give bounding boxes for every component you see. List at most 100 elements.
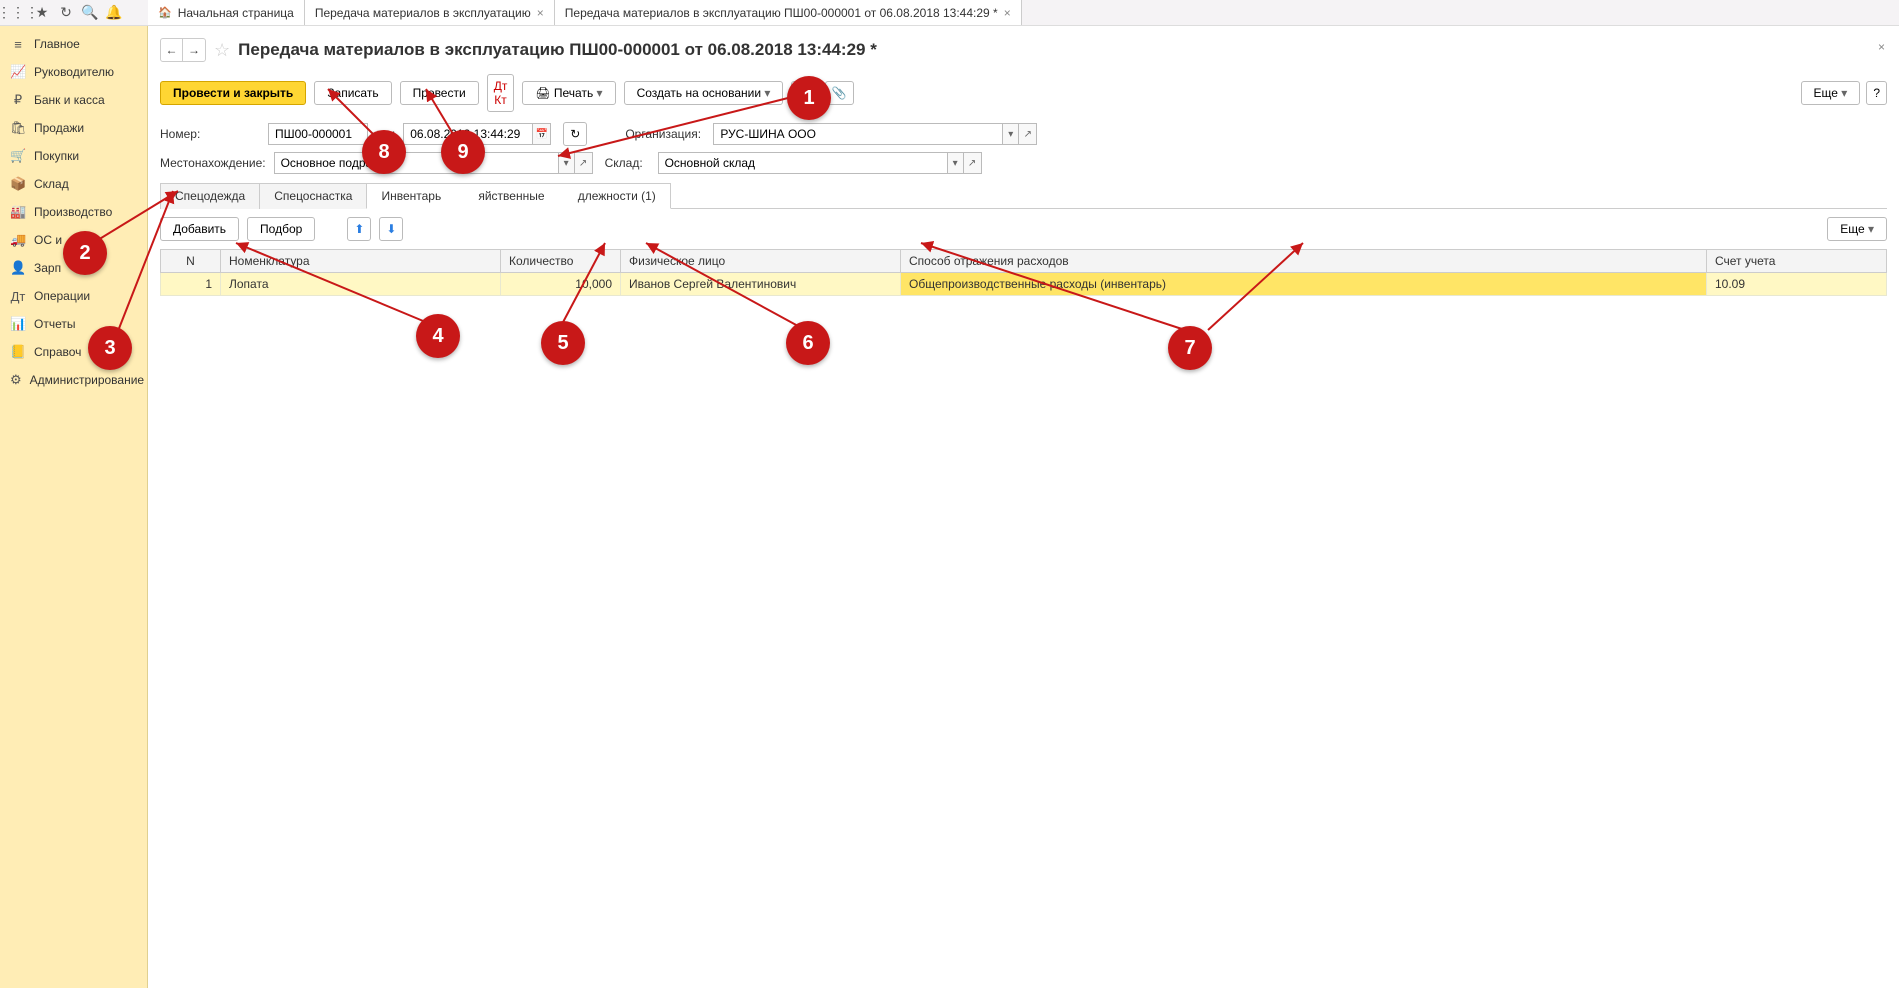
tab-spetsosnastka[interactable]: Спецоснастка bbox=[259, 183, 367, 209]
tab-label: Начальная страница bbox=[178, 6, 294, 20]
nav-icon: ⚙ bbox=[10, 372, 22, 388]
table-row[interactable]: 1 Лопата 10,000 Иванов Сергей Валентинов… bbox=[161, 273, 1887, 296]
post-and-close-button[interactable]: Провести и закрыть bbox=[160, 81, 306, 105]
nav-label: Продажи bbox=[34, 121, 84, 135]
help-button[interactable]: ? bbox=[1866, 81, 1887, 105]
col-n[interactable]: N bbox=[161, 250, 221, 273]
col-expense[interactable]: Способ отражения расходов bbox=[901, 250, 1707, 273]
cell-n[interactable]: 1 bbox=[161, 273, 221, 296]
location-field: ▾ ↗ bbox=[274, 152, 593, 174]
calendar-icon[interactable]: 📅 bbox=[533, 123, 551, 145]
open-icon[interactable]: ↗ bbox=[1019, 123, 1037, 145]
dt-kt-icon[interactable]: ДтКт bbox=[487, 74, 515, 112]
close-document-icon[interactable]: × bbox=[1878, 40, 1885, 54]
nav-icon: 📦 bbox=[10, 176, 26, 192]
sidebar-item-6[interactable]: 🏭Производство bbox=[0, 198, 147, 226]
nav-icon: 📈 bbox=[10, 64, 26, 80]
annotation-marker-7: 7 bbox=[1168, 326, 1212, 370]
bell-icon[interactable]: 🔔 bbox=[102, 1, 126, 25]
number-label: Номер: bbox=[160, 127, 260, 141]
tab-doc-list[interactable]: Передача материалов в эксплуатацию × bbox=[305, 0, 555, 25]
sidebar-item-9[interactable]: Дт Операции bbox=[0, 282, 147, 310]
back-button[interactable]: ← bbox=[161, 39, 183, 61]
close-icon[interactable]: × bbox=[1004, 6, 1011, 20]
pick-button[interactable]: Подбор bbox=[247, 217, 315, 241]
favorite-star-icon[interactable]: ☆ bbox=[214, 40, 230, 61]
nav-icon: Дт bbox=[10, 289, 26, 304]
sidebar-item-3[interactable]: 🛍 Продажи bbox=[0, 114, 147, 142]
cell-nomenclature[interactable]: Лопата bbox=[221, 273, 501, 296]
nav-label: Банк и касса bbox=[34, 93, 105, 107]
dropdown-icon[interactable]: ▾ bbox=[559, 152, 575, 174]
sidebar-item-4[interactable]: 🛒Покупки bbox=[0, 142, 147, 170]
warehouse-input[interactable] bbox=[658, 152, 948, 174]
annotation-marker-8: 8 bbox=[362, 130, 406, 174]
more-button[interactable]: Еще bbox=[1801, 81, 1861, 105]
tab-label: Передача материалов в эксплуатацию bbox=[315, 6, 531, 20]
save-button[interactable]: Записать bbox=[314, 81, 391, 105]
move-up-button[interactable]: ⬆ bbox=[347, 217, 371, 241]
tab-home[interactable]: Начальная страница bbox=[148, 0, 305, 25]
star-icon[interactable]: ★ bbox=[30, 1, 54, 25]
add-button[interactable]: Добавить bbox=[160, 217, 239, 241]
history-icon[interactable]: ↻ bbox=[54, 1, 78, 25]
dropdown-icon[interactable]: ▾ bbox=[948, 152, 964, 174]
table-toolbar: Добавить Подбор ⬆ ⬇ Еще bbox=[160, 217, 1887, 241]
tabs-bar: Начальная страница Передача материалов в… bbox=[148, 0, 1899, 26]
tab-inventar[interactable]: Инвентарьхозяйсяйственныепринадлежности … bbox=[366, 183, 670, 209]
nav-label: Справоч bbox=[34, 345, 81, 359]
nav-label: Склад bbox=[34, 177, 69, 191]
location-label: Местонахождение: bbox=[160, 156, 266, 170]
search-icon[interactable]: 🔍 bbox=[78, 1, 102, 25]
nav-label: Отчеты bbox=[34, 317, 75, 331]
print-label: Печать bbox=[554, 86, 593, 100]
col-person[interactable]: Физическое лицо bbox=[621, 250, 901, 273]
close-icon[interactable]: × bbox=[537, 6, 544, 20]
nav-icon: 📒 bbox=[10, 344, 26, 360]
create-based-button[interactable]: Создать на основании bbox=[624, 81, 784, 105]
org-input[interactable] bbox=[713, 123, 1003, 145]
toolbar: Провести и закрыть Записать Провести ДтК… bbox=[160, 74, 1887, 112]
nav-label: Операции bbox=[34, 289, 90, 303]
open-icon[interactable]: ↗ bbox=[575, 152, 593, 174]
print-button[interactable]: 🖨 Печать bbox=[522, 81, 615, 105]
post-button[interactable]: Провести bbox=[400, 81, 479, 105]
nav-label: Руководителю bbox=[34, 65, 114, 79]
nav-icon: 🛍 bbox=[10, 120, 26, 136]
sidebar-item-1[interactable]: 📈 Руководителю bbox=[0, 58, 147, 86]
nav-label: ОС и bbox=[34, 233, 62, 247]
location-input[interactable] bbox=[274, 152, 559, 174]
cell-person[interactable]: Иванов Сергей Валентинович bbox=[621, 273, 901, 296]
main-content: ← → ☆ Передача материалов в эксплуатацию… bbox=[148, 26, 1899, 988]
open-icon[interactable]: ↗ bbox=[964, 152, 982, 174]
col-nomenclature[interactable]: Номенклатура bbox=[221, 250, 501, 273]
nav-icon: ≡ bbox=[10, 37, 26, 52]
nav-label: Покупки bbox=[34, 149, 79, 163]
apps-icon[interactable]: ⋮⋮⋮ bbox=[6, 1, 30, 25]
cell-quantity[interactable]: 10,000 bbox=[501, 273, 621, 296]
sidebar: ≡ Главное 📈 Руководителю ₽ Банк и касса 🛍 Прода… bbox=[0, 26, 148, 988]
cell-account[interactable]: 10.09 bbox=[1707, 273, 1887, 296]
sidebar-item-5[interactable]: 📦 Склад bbox=[0, 170, 147, 198]
cell-expense[interactable]: Общепроизводственные расходы (инвентарь) bbox=[901, 273, 1707, 296]
refresh-icon[interactable]: ↻ bbox=[563, 122, 587, 146]
nav-label: Главное bbox=[34, 37, 80, 51]
annotation-marker-4: 4 bbox=[416, 314, 460, 358]
tab-doc-current[interactable]: Передача материалов в эксплуатацию ПШ00-… bbox=[555, 0, 1022, 25]
annotation-marker-9: 9 bbox=[441, 130, 485, 174]
sidebar-item-0[interactable]: ≡ Главное bbox=[0, 30, 147, 58]
number-input[interactable] bbox=[268, 123, 368, 145]
move-down-button[interactable]: ⬇ bbox=[379, 217, 403, 241]
dropdown-icon[interactable]: ▾ bbox=[1003, 123, 1019, 145]
nav-label: Администрирование bbox=[30, 373, 144, 387]
sidebar-item-2[interactable]: ₽ Банк и касса bbox=[0, 86, 147, 114]
tab-label: Передача материалов в эксплуатацию ПШ00-… bbox=[565, 6, 998, 20]
nav-icon: ₽ bbox=[10, 92, 26, 108]
tab-spetsodezhda[interactable]: Спецодежда bbox=[160, 183, 260, 209]
col-account[interactable]: Счет учета bbox=[1707, 250, 1887, 273]
table-more-button[interactable]: Еще bbox=[1827, 217, 1887, 241]
data-grid: N Номенклатура Количество Физическое лиц… bbox=[160, 249, 1887, 296]
sidebar-item-12[interactable]: ⚙ Администрирование bbox=[0, 366, 147, 394]
col-quantity[interactable]: Количество bbox=[501, 250, 621, 273]
forward-button[interactable]: → bbox=[183, 39, 205, 61]
